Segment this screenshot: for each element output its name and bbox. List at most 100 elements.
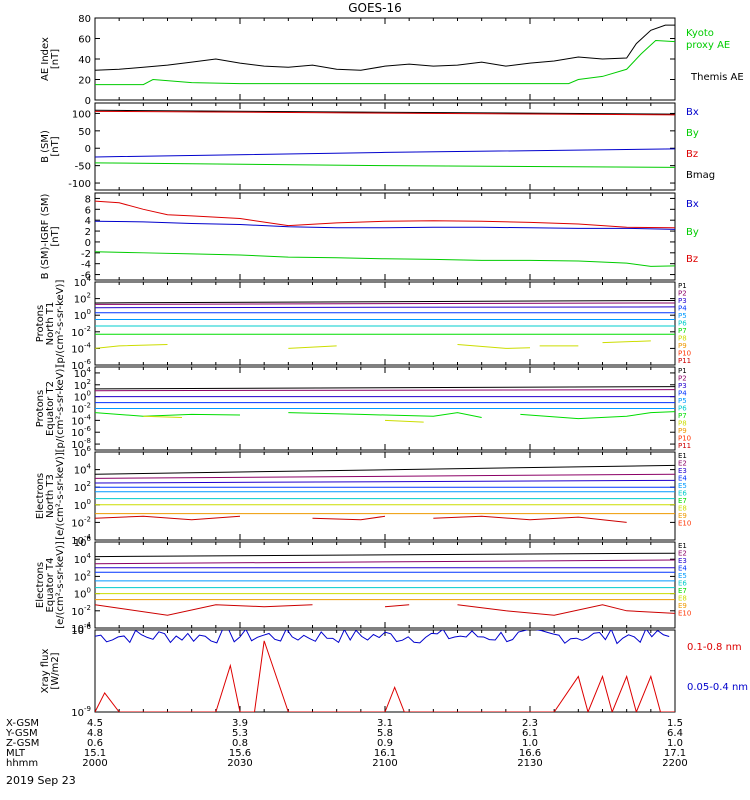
- series-group: [95, 24, 675, 86]
- y-tick-label: -50: [75, 162, 91, 173]
- y-tick-label: -4: [81, 260, 91, 271]
- bottom-axis-value: 15.6: [229, 748, 251, 759]
- legend-label: E1: [678, 542, 687, 550]
- series-group: [95, 630, 675, 712]
- date-label: 2019 Sep 23: [6, 774, 76, 787]
- y-tick-label: 100: [74, 498, 91, 512]
- legend-label: E3: [678, 557, 687, 565]
- legend-label: E9: [678, 602, 687, 610]
- series-by: [95, 251, 675, 267]
- bottom-axis-value: 2100: [372, 758, 397, 769]
- bottom-axis-value: 16.1: [374, 748, 396, 759]
- y-tick-label: -6: [81, 271, 91, 282]
- legend-label: 0.05-0.4 nm: [687, 682, 748, 693]
- panel-frame: [94, 17, 676, 101]
- legend-label: Bx: [686, 107, 699, 118]
- bottom-axis-value: 16.6: [519, 748, 541, 759]
- legend-label: P8: [678, 335, 687, 343]
- series-e1: [95, 552, 675, 558]
- legend-label: E10: [678, 520, 691, 528]
- y-tick-label: 10-9: [71, 705, 91, 719]
- panel-b_sm: -100 -50 0 50 100 B (SM)[nT] Bx By Bz Bmag: [40, 102, 715, 191]
- y-tick-label: 104: [74, 463, 92, 477]
- y-tick-label: 6: [85, 205, 91, 216]
- bottom-axis-value: 15.1: [84, 748, 106, 759]
- y-tick-label: 0: [85, 238, 91, 249]
- series-p7: [95, 412, 241, 417]
- legend-label: E5: [678, 482, 687, 490]
- legend-label: Themis AE: [690, 72, 744, 83]
- legend-label: P8: [678, 420, 687, 428]
- y-tick-label: 102: [74, 292, 91, 306]
- series-group: [95, 299, 675, 349]
- legend-label: P2: [678, 375, 687, 383]
- series-p8: [143, 415, 183, 419]
- y-tick-label: 102: [74, 569, 91, 583]
- series-e9: [95, 515, 241, 521]
- legend-label: E2: [678, 550, 687, 558]
- legend-label: P9: [678, 342, 687, 350]
- series-e2: [95, 559, 675, 565]
- y-tick-label: 10-2: [71, 515, 91, 529]
- panel-protons_t2: 10-810-610-410-2100102104ProtonsEquator …: [35, 365, 691, 453]
- bottom-axis-value: 2.3: [522, 718, 538, 729]
- series-group: [95, 109, 675, 168]
- series-e2: [95, 473, 675, 479]
- legend-label: E2: [678, 460, 687, 468]
- panel-frame: [94, 192, 676, 281]
- y-tick-label: 106: [74, 535, 92, 549]
- y-tick-label: 20: [78, 76, 91, 87]
- y-axis-label: Xray flux[W/m2]: [40, 649, 61, 694]
- series-bmag: [95, 109, 675, 115]
- legend-label: By: [686, 227, 699, 238]
- y-tick-label: 4: [85, 216, 91, 227]
- y-tick-label: -100: [68, 179, 91, 190]
- y-tick-label: 2: [85, 227, 91, 238]
- series-p8: [288, 345, 337, 349]
- series-p2: [95, 389, 675, 392]
- y-axis-label: ProtonsEquator T2[p/(cm²-s-sr-keV)]: [35, 365, 66, 453]
- legend-label: 0.1-0.8 nm: [687, 642, 742, 653]
- series-e9: [384, 604, 410, 608]
- legend-label: P11: [678, 357, 691, 365]
- panel-frame: [94, 451, 676, 541]
- bottom-axis-value: 5.3: [232, 728, 248, 739]
- series-e9: [312, 515, 386, 521]
- legend-label: E10: [678, 610, 691, 618]
- bottom-axis-value: 0.8: [232, 738, 248, 749]
- legend-label: Bmag: [686, 170, 715, 181]
- bottom-axis-value: 0.6: [87, 738, 103, 749]
- series-group: [95, 552, 675, 616]
- series-kyoto-proxy-ae: [95, 40, 675, 86]
- series-p1: [95, 386, 675, 390]
- series-group: [95, 464, 675, 523]
- y-tick-label: 100: [74, 308, 91, 322]
- y-tick-label: 10-2: [71, 604, 91, 618]
- series-p2: [95, 302, 675, 305]
- series-p8: [95, 343, 168, 349]
- y-axis-label: ElectronsEquator T4[e/(cm²-s-sr-keV)]: [35, 541, 66, 629]
- y-tick-label: 10-4: [71, 341, 91, 355]
- bottom-axis-table: X-GSM 4.5 3.9 3.1 2.3 1.5 Y-GSM 4.8 5.3 5.8 6.1 6.4…: [5, 718, 688, 769]
- legend-label: E4: [678, 565, 687, 573]
- series-bz: [95, 200, 675, 229]
- bottom-axis-value: 1.5: [667, 718, 683, 729]
- legend-label: P2: [678, 290, 687, 298]
- legend-label: E6: [678, 580, 687, 588]
- y-tick-label: 104: [74, 552, 92, 566]
- bottom-axis-value: 3.9: [232, 718, 248, 729]
- series-p8: [457, 343, 531, 349]
- series-p7: [520, 411, 675, 420]
- legend-label: P10: [678, 435, 691, 443]
- legend-label: E6: [678, 490, 687, 498]
- y-tick-label: 0: [85, 96, 91, 107]
- legend-label: proxy AE: [686, 40, 730, 51]
- series-group: [95, 200, 675, 267]
- bottom-axis-value: 0.9: [377, 738, 393, 749]
- legend-label: P1: [678, 282, 687, 290]
- series-p8: [602, 340, 651, 344]
